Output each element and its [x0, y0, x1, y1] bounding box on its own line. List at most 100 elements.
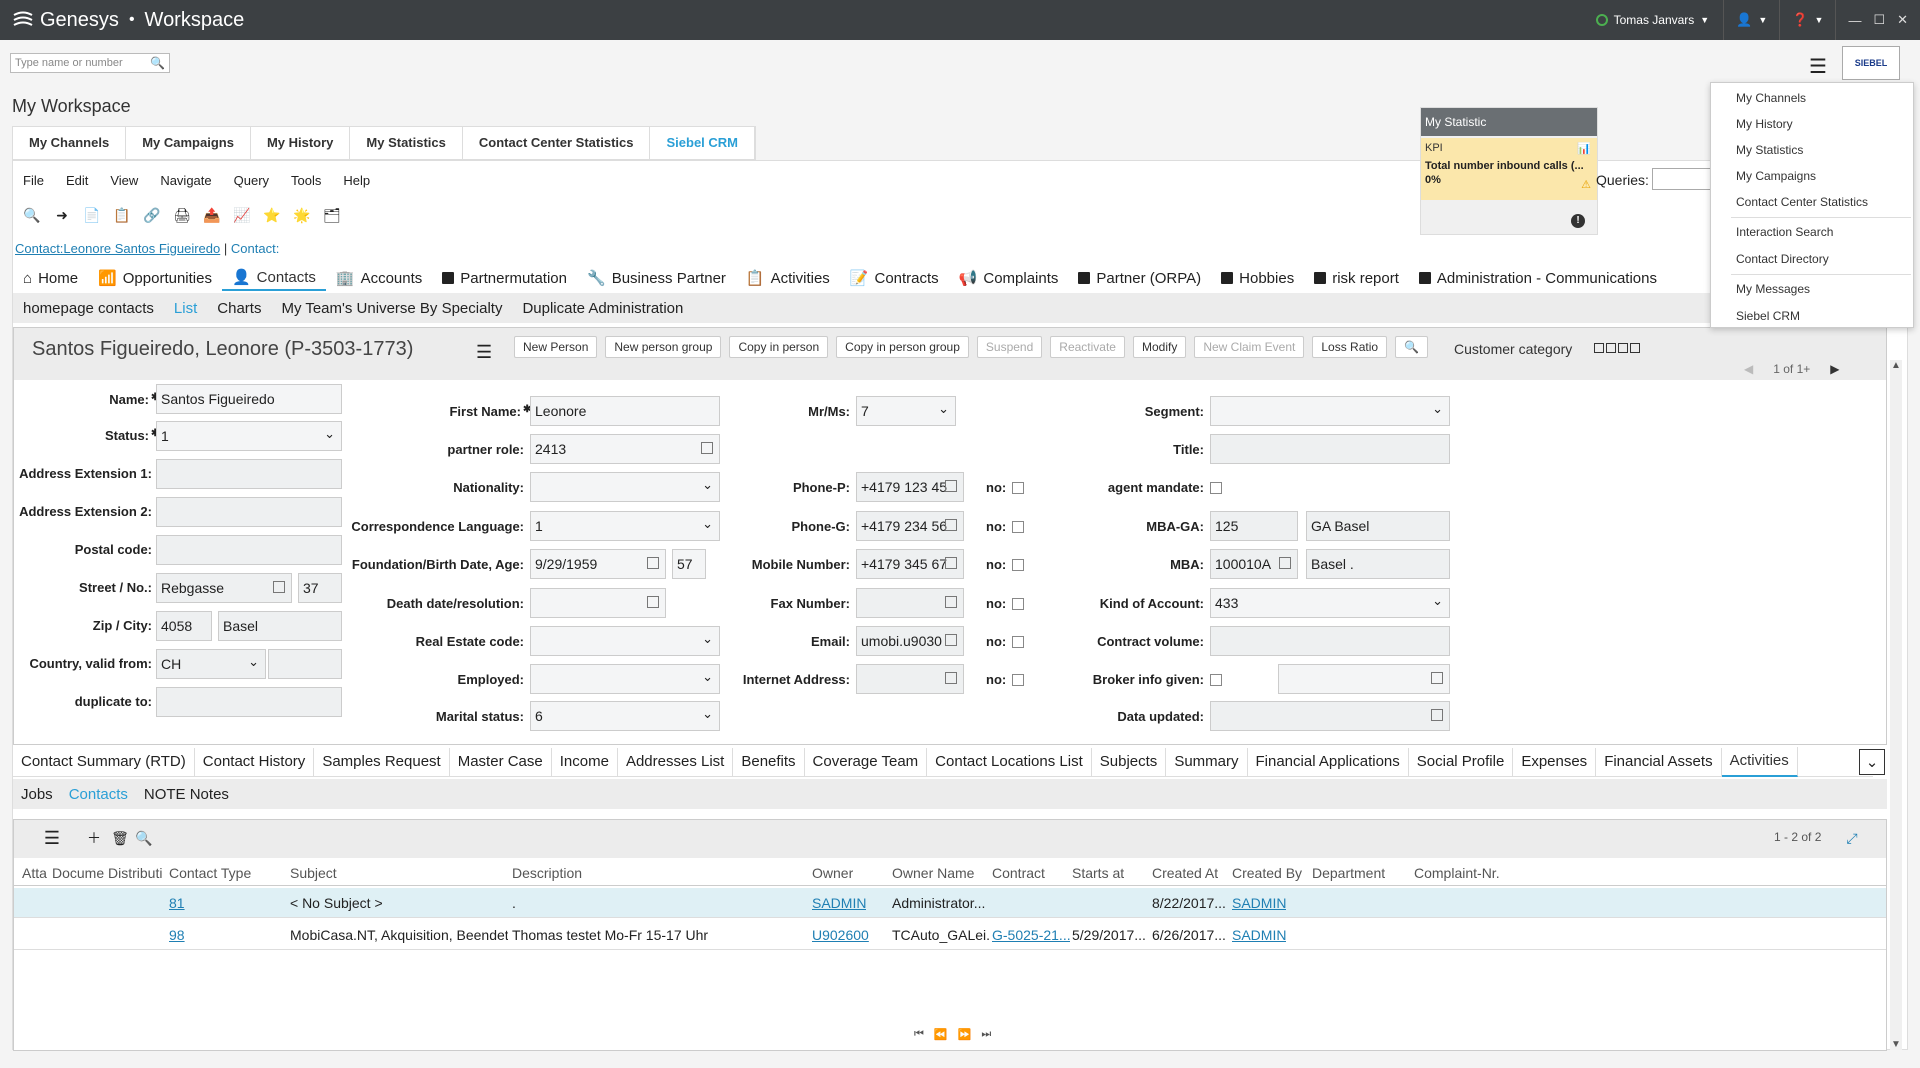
- prev-page-icon[interactable]: ⏪: [933, 1029, 948, 1041]
- prev-record-icon[interactable]: ◀: [1744, 362, 1754, 376]
- list-menu-icon[interactable]: ☰: [43, 827, 61, 848]
- search-icon[interactable]: 🔍: [1395, 336, 1429, 358]
- picker-icon[interactable]: [701, 442, 713, 454]
- duplicate-field[interactable]: [156, 687, 342, 717]
- nationality-select[interactable]: ⌄: [530, 472, 720, 502]
- new-person-group-button[interactable]: New person group: [605, 336, 722, 358]
- tab-expenses[interactable]: Expenses: [1513, 747, 1597, 776]
- internet-no-checkbox[interactable]: [1012, 674, 1024, 686]
- first-page-icon[interactable]: ⏮: [914, 1028, 924, 1040]
- add-icon[interactable]: ＋: [87, 830, 101, 846]
- tab-benefits[interactable]: Benefits: [733, 747, 805, 776]
- close-icon[interactable]: ✕: [1897, 12, 1908, 27]
- screen-tab-accounts[interactable]: 🏢 Accounts: [326, 265, 432, 291]
- delete-icon[interactable]: 🗑: [111, 829, 129, 846]
- name-field[interactable]: Santos Figueiredo: [156, 384, 342, 414]
- screen-tab-contracts[interactable]: 📝 Contracts: [840, 265, 949, 291]
- siebel-logo[interactable]: SIEBEL: [1842, 46, 1900, 80]
- tab-coverage-team[interactable]: Coverage Team: [805, 747, 928, 776]
- print-icon[interactable]: 🖨: [173, 206, 191, 223]
- phone-p-no-checkbox[interactable]: [1012, 482, 1024, 494]
- menu-item-my-campaigns[interactable]: My Campaigns: [1736, 169, 1817, 183]
- internet-address-field[interactable]: [856, 664, 964, 694]
- menu-item-interaction-search[interactable]: Interaction Search: [1736, 225, 1834, 239]
- tab-summary[interactable]: Summary: [1166, 747, 1248, 776]
- contact-type-link[interactable]: 81: [169, 895, 185, 911]
- tab-contact-history[interactable]: Contact History: [195, 747, 315, 776]
- title-field[interactable]: [1210, 434, 1450, 464]
- breadcrumb-current[interactable]: Contact:: [230, 241, 280, 256]
- contact-type-link[interactable]: 98: [169, 927, 185, 943]
- col-attachment[interactable]: Atta: [22, 865, 47, 881]
- screen-tab-partner-orpa[interactable]: Partner (ORPA): [1068, 265, 1211, 291]
- phone-g-field[interactable]: +4179 234 56: [856, 511, 964, 541]
- picker-icon[interactable]: [273, 581, 285, 593]
- modify-button[interactable]: Modify: [1132, 336, 1187, 358]
- menu-item-contact-center-statistics[interactable]: Contact Center Statistics: [1736, 195, 1869, 209]
- forward-icon[interactable]: ➜: [56, 206, 68, 223]
- menu-item-my-statistics[interactable]: My Statistics: [1736, 143, 1804, 157]
- tab-financial-applications[interactable]: Financial Applications: [1248, 747, 1409, 776]
- screen-tab-administration-communications[interactable]: Administration - Communications: [1409, 265, 1667, 291]
- marital-status-select[interactable]: 6 ⌄: [530, 701, 720, 731]
- calendar-icon[interactable]: [647, 596, 659, 608]
- subtab-notes[interactable]: NOTE Notes: [143, 785, 229, 803]
- tab-subjects[interactable]: Subjects: [1092, 747, 1167, 776]
- screen-tab-opportunities[interactable]: 📶 Opportunities: [88, 265, 222, 291]
- mr-ms-select[interactable]: 7 ⌄: [856, 396, 956, 426]
- col-owner-name[interactable]: Owner Name: [892, 865, 975, 881]
- email-no-checkbox[interactable]: [1012, 636, 1024, 648]
- menu-item-contact-directory[interactable]: Contact Directory: [1736, 252, 1829, 266]
- copy-in-person-group-button[interactable]: Copy in person group: [836, 336, 969, 358]
- screen-tab-hobbies[interactable]: Hobbies: [1211, 265, 1304, 291]
- picker-icon[interactable]: [1279, 557, 1291, 569]
- postal-code-field[interactable]: [156, 535, 342, 565]
- phone-icon[interactable]: [945, 519, 957, 531]
- col-document[interactable]: Docume: [52, 865, 105, 881]
- owner-link[interactable]: U902600: [812, 927, 869, 943]
- tab-contact-summary[interactable]: Contact Summary (RTD): [13, 747, 195, 776]
- next-page-icon[interactable]: ⏩: [957, 1029, 972, 1041]
- phone-icon[interactable]: [945, 557, 957, 569]
- agent-mandate-checkbox[interactable]: [1210, 482, 1222, 494]
- applet-menu-icon[interactable]: ☰: [476, 342, 493, 362]
- menu-file[interactable]: File: [23, 173, 44, 188]
- export-icon[interactable]: 📤: [203, 206, 221, 223]
- search-icon[interactable]: 🔍: [23, 206, 41, 223]
- screen-tab-business-partner[interactable]: 🔧 Business Partner: [577, 265, 736, 291]
- col-contract[interactable]: Contract: [992, 865, 1045, 881]
- real-estate-select[interactable]: ⌄: [530, 626, 720, 656]
- age-field[interactable]: 57: [672, 549, 706, 579]
- col-owner[interactable]: Owner: [812, 865, 854, 881]
- calendar-icon[interactable]: [1431, 709, 1443, 721]
- view-tab-duplicate-admin[interactable]: Duplicate Administration: [522, 299, 684, 317]
- chart-icon[interactable]: 📈: [233, 206, 251, 223]
- email-field[interactable]: umobi.u9030: [856, 626, 964, 656]
- broker-info-checkbox[interactable]: [1210, 674, 1222, 686]
- loss-ratio-button[interactable]: Loss Ratio: [1312, 336, 1388, 358]
- tab-financial-assets[interactable]: Financial Assets: [1596, 747, 1722, 776]
- screen-tab-partnermutation[interactable]: Partnermutation: [432, 265, 577, 291]
- screen-tab-risk-report[interactable]: risk report: [1304, 265, 1409, 291]
- screen-tab-complaints[interactable]: 📢 Complaints: [949, 265, 1069, 291]
- death-date-field[interactable]: [530, 588, 666, 618]
- subtab-jobs[interactable]: Jobs: [21, 785, 53, 803]
- fax-icon[interactable]: [945, 596, 957, 608]
- tab-addresses-list[interactable]: Addresses List: [618, 747, 734, 776]
- view-tab-team-universe[interactable]: My Team's Universe By Specialty: [281, 299, 503, 317]
- chart-icon[interactable]: 📊: [1577, 143, 1591, 155]
- view-tab-list[interactable]: List: [173, 299, 198, 317]
- city-field[interactable]: Basel: [218, 611, 342, 641]
- col-complaint-nr[interactable]: Complaint-Nr.: [1414, 865, 1500, 881]
- col-department[interactable]: Department: [1312, 865, 1386, 881]
- phone-icon[interactable]: [945, 480, 957, 492]
- contract-link[interactable]: G-5025-21...: [992, 927, 1070, 943]
- mba-field[interactable]: 100010A: [1210, 549, 1298, 579]
- tab-master-case[interactable]: Master Case: [450, 747, 552, 776]
- tab-income[interactable]: Income: [552, 747, 618, 776]
- menu-view[interactable]: View: [110, 173, 139, 188]
- first-name-field[interactable]: Leonore: [530, 396, 720, 426]
- tab-my-channels[interactable]: My Channels: [13, 127, 127, 159]
- new-record-icon[interactable]: 📄: [83, 206, 101, 223]
- menu-item-my-history[interactable]: My History: [1736, 117, 1793, 131]
